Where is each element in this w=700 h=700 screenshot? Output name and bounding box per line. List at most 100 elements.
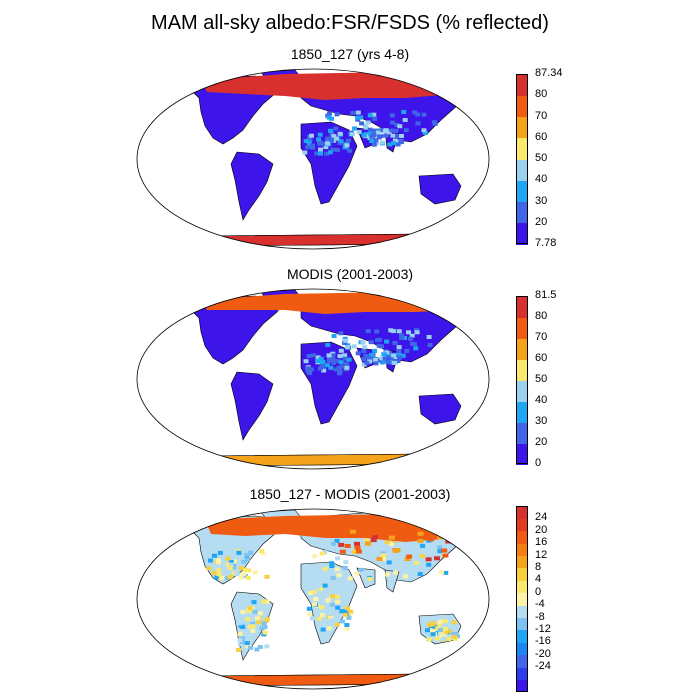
field-patch <box>318 356 324 361</box>
field-patch <box>367 359 373 364</box>
field-patch <box>437 628 443 633</box>
colorbar-label: 40 <box>535 394 548 406</box>
field-patch <box>344 544 351 548</box>
colorbar-segment <box>516 568 528 581</box>
field-patch <box>404 349 410 353</box>
field-patch <box>219 575 225 580</box>
figure-title: MAM all-sky albedo:FSR/FSDS (% reflected… <box>151 12 549 34</box>
continent-arabia <box>356 567 376 589</box>
field-patch <box>206 566 212 571</box>
field-patch <box>321 142 327 147</box>
field-patch <box>413 560 419 565</box>
field-patch <box>412 342 417 347</box>
colorbar-segment <box>516 679 528 693</box>
field-patch <box>387 353 393 358</box>
field-patch <box>394 122 400 127</box>
field-patch <box>435 626 441 631</box>
field-patch <box>324 594 329 599</box>
field-patch <box>303 139 309 144</box>
field-patch <box>331 360 337 365</box>
colorbar-segment <box>516 296 528 318</box>
colorbar-frame <box>516 506 528 692</box>
field-patch <box>379 356 385 361</box>
field-patch <box>434 636 440 641</box>
field-patch <box>346 357 352 362</box>
field-patch <box>390 141 396 146</box>
field-patch <box>356 130 362 134</box>
field-patch <box>428 537 435 542</box>
field-patch <box>397 124 403 129</box>
colorbar-frame <box>516 296 528 464</box>
field-patch <box>375 130 381 135</box>
field-patch <box>367 127 373 132</box>
field-patch <box>309 616 315 621</box>
field-patch <box>259 549 264 554</box>
field-patch <box>384 350 390 355</box>
field-patch <box>338 360 344 365</box>
field-patch <box>228 559 234 564</box>
field-patch <box>208 558 213 563</box>
field-patch <box>402 336 407 340</box>
field-patch <box>371 112 377 117</box>
field-patch <box>399 333 404 338</box>
field-patch <box>244 552 250 557</box>
colorbar-label: 16 <box>535 536 548 549</box>
panel-title-diff: 1850_127 - MODIS (2001-2003) <box>249 486 451 502</box>
field-patch <box>342 336 348 341</box>
field-patch <box>227 566 233 570</box>
world-map-obs <box>136 288 490 470</box>
field-patch <box>262 630 268 635</box>
colorbar-segment <box>516 338 528 360</box>
field-patch <box>346 615 352 620</box>
field-patch <box>443 627 449 632</box>
field-patch <box>264 574 270 579</box>
field-patch <box>430 628 436 633</box>
field-patch <box>387 142 393 147</box>
field-patch <box>307 371 313 375</box>
field-patch <box>307 612 313 617</box>
field-patch <box>216 567 222 572</box>
field-patch <box>330 353 336 358</box>
field-patch <box>371 133 377 137</box>
field-patch <box>215 560 221 565</box>
field-patch <box>311 589 317 594</box>
field-patch <box>397 355 403 360</box>
field-patch <box>333 126 339 131</box>
field-patch <box>382 129 388 134</box>
field-patch <box>333 367 339 372</box>
field-patch <box>215 558 221 563</box>
field-patch <box>237 631 243 636</box>
field-patch <box>425 557 432 562</box>
field-patch <box>240 609 246 614</box>
field-patch <box>342 353 348 358</box>
field-patch <box>335 359 341 364</box>
field-patch <box>320 627 326 632</box>
globe-outline <box>136 508 490 690</box>
field-patch <box>376 135 382 140</box>
field-patch <box>329 602 335 607</box>
colorbar-label: 50 <box>535 152 548 164</box>
field-patch <box>339 619 345 624</box>
field-patch <box>389 113 395 118</box>
colorbar-label: -20 <box>535 647 551 660</box>
panel-title-model: 1850_127 (yrs 4-8) <box>290 46 410 62</box>
field-patch <box>451 631 457 636</box>
field-patch <box>324 363 330 368</box>
field-patch <box>404 557 411 561</box>
field-patch <box>451 620 457 625</box>
field-patch <box>236 647 241 652</box>
field-patch <box>389 542 394 547</box>
colorbar-label: 80 <box>535 88 548 101</box>
field-patch <box>325 136 331 141</box>
field-patch <box>231 565 237 570</box>
field-patch <box>252 609 258 614</box>
colorbar-segment <box>516 317 528 339</box>
field-patch <box>352 126 358 131</box>
colorbar-segment <box>516 530 528 544</box>
field-patch <box>317 132 323 137</box>
field-patch <box>425 628 430 633</box>
field-patch <box>360 340 366 345</box>
field-patch <box>363 354 369 358</box>
field-patch <box>355 115 361 120</box>
field-patch <box>329 137 334 142</box>
